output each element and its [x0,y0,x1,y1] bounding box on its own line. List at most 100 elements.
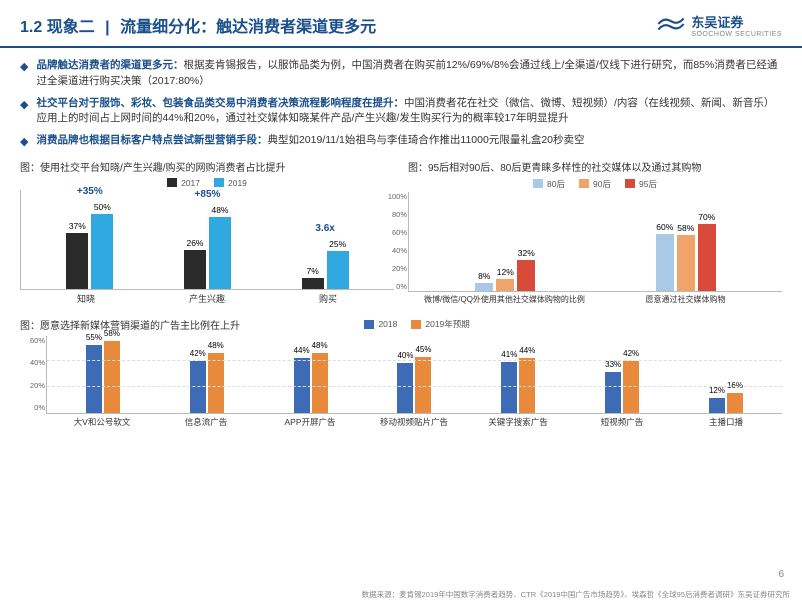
xaxis-label: 主播口播 [674,416,778,428]
bar-group: 12%16% [709,393,743,413]
title-separator: | [105,19,109,36]
legend-item: 2017 [167,178,200,188]
bullet-item: ◆社交平台对于服饰、彩妆、包装食品类交易中消费者决策流程影响程度在提升：中国消费… [20,96,782,128]
legend-label: 2017 [181,178,200,188]
logo-text-en: SOOCHOW SECURITIES [691,31,782,38]
chart2-title: 图：95后相对90后、80后更青睐多样性的社交媒体以及通过其购物 [408,159,782,174]
gridline [47,360,782,361]
ytick: 40% [381,246,407,255]
legend-item: 95后 [625,178,657,190]
chart2-groups: 8%12%32%60%58%70% [409,192,782,291]
bar-label: 55% [86,333,102,342]
legend-item: 2019年预期 [411,318,469,330]
bar: 32% [517,260,535,290]
bar: 55% [86,345,102,413]
bar: 16% [727,393,743,413]
slide-header: 1.2 现象二 | 流量细分化：触达消费者渠道更多元 东吴证券 SOOCHOW … [0,0,802,48]
bar: 48% [312,353,328,412]
bar-label: 7% [306,266,318,276]
bar-label: 42% [623,349,639,358]
chart3: 图：愿意选择新媒体营销渠道的广告主比例在上升 20182019年预期 60%40… [20,316,782,428]
bar-label: 42% [190,349,206,358]
bullet-list: ◆品牌触达消费者的渠道更多元：根据麦肯锡报告，以服饰品类为例，中国消费者在购买前… [20,58,782,151]
title-text: 流量细分化：触达消费者渠道更多元 [120,19,376,36]
legend-swatch [214,178,224,187]
ytick: 60% [381,228,407,237]
bar-label: 58% [677,223,694,233]
legend-swatch [625,179,635,188]
bar-group: 40%45% [397,357,431,413]
company-logo: 东吴证券 SOOCHOW SECURITIES [657,12,782,38]
logo-text-zh: 东吴证券 [691,12,782,31]
xaxis-label: APP开屏广告 [258,416,362,428]
bar-label: 48% [208,341,224,350]
bar-label: 45% [415,345,431,354]
bar: 58% [677,235,695,290]
chart3-yaxis: 60%40%20%0% [21,336,45,413]
bar-label: 44% [294,346,310,355]
bar-group: 44%48% [294,353,328,412]
title-number: 1.2 [20,19,42,36]
bar-label: 58% [104,329,120,338]
chart2: 图：95后相对90后、80后更青睐多样性的社交媒体以及通过其购物 80后90后9… [408,159,782,306]
legend-label: 90后 [593,178,611,190]
legend-item: 90后 [579,178,611,190]
legend-swatch [579,179,589,188]
bar: 12% [709,398,725,413]
ytick: 20% [381,264,407,273]
bar: 8% [475,283,493,291]
bar-label: 48% [312,341,328,350]
bar-label: 26% [186,238,203,248]
ytick: 20% [21,381,45,390]
bar: 58% [104,341,120,413]
bar-label: 37% [69,221,86,231]
chart2-legend: 80后90后95后 [408,178,782,190]
chart3-legend: 2018 2019年预期 [364,318,469,330]
legend-item: 2019 [214,178,247,188]
annotation: 3.6x [315,223,334,234]
chart3-plot: 60%40%20%0% 55%58%42%48%44%48%40%45%41%4… [46,336,782,414]
bar: 48% [209,217,231,289]
bar: 7% [302,278,324,289]
chart1-plot: 37%50%+35%26%48%+85%7%25%3.6x [20,190,394,290]
bar-group: 8%12%32% [475,260,535,290]
bar-label: 70% [698,212,715,222]
legend-swatch [364,320,374,329]
slide-body: ◆品牌触达消费者的渠道更多元：根据麦肯锡报告，以服饰品类为例，中国消费者在购买前… [0,48,802,428]
ytick: 0% [381,282,407,291]
title-phenomenon: 现象二 [47,19,95,36]
bar-label: 44% [519,346,535,355]
bar-label: 41% [501,350,517,359]
bullet-icon: ◆ [20,97,28,128]
bar-group: 42%48% [190,353,224,412]
bar: 60% [656,234,674,291]
ytick: 40% [21,358,45,367]
xaxis-label: 购买 [319,292,337,305]
legend-label: 95后 [639,178,657,190]
bar-label: 40% [397,351,413,360]
xaxis-label: 产生兴趣 [189,292,225,305]
legend-item: 2018 [364,318,397,330]
bar-label: 12% [709,386,725,395]
source-footer: 数据来源：麦肯锡2019年中国数字消费者趋势、CTR《2019中国广告市场趋势》… [362,589,790,600]
bullet-bold: 消费品牌也根据目标客户特点尝试新型营销手段： [36,134,267,146]
bar: 33% [605,372,621,413]
bar: 45% [415,357,431,413]
chart3-xaxis: 大V和公号软文信息流广告APP开屏广告移动视频贴片广告关键字搜索广告短视频广告主… [20,414,782,428]
annotation: +85% [195,189,221,200]
bar-group: 26%48%+85% [184,217,231,289]
slide-title: 1.2 现象二 | 流量细分化：触达消费者渠道更多元 [20,13,376,37]
bar-label: 48% [211,205,228,215]
xaxis-label: 移动视频贴片广告 [362,416,466,428]
legend-label: 2018 [378,319,397,329]
bar-label: 50% [94,202,111,212]
bar: 70% [698,224,716,291]
bar-label: 60% [656,222,673,232]
legend-swatch [533,179,543,188]
bar: 25% [327,251,349,289]
bar: 26% [184,250,206,289]
legend-swatch [411,320,421,329]
bullet-bold: 社交平台对于服饰、彩妆、包装食品类交易中消费者决策流程影响程度在提升： [36,97,404,109]
bar: 40% [397,363,413,412]
bar-label: 32% [518,248,535,258]
